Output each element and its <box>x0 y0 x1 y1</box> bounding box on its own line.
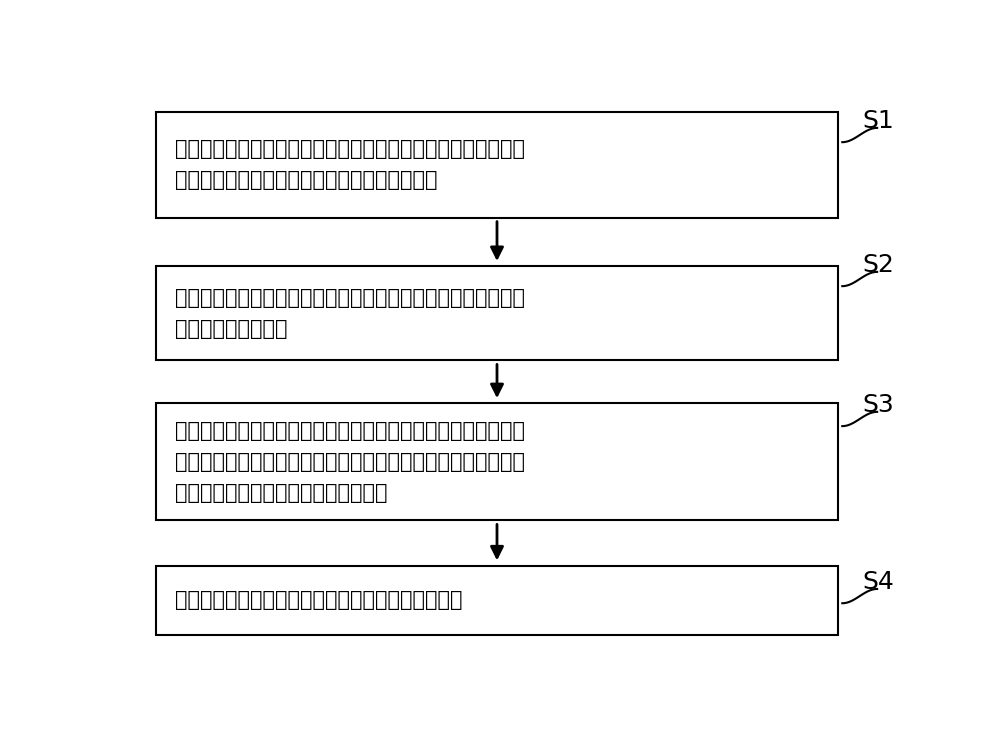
Text: S2: S2 <box>863 253 895 277</box>
Text: S1: S1 <box>863 109 895 133</box>
Text: 将所述检测电流传输至功率放大器，进而完成补偿。: 将所述检测电流传输至功率放大器，进而完成补偿。 <box>175 591 463 611</box>
FancyBboxPatch shape <box>156 266 838 361</box>
Text: 将功率放大器与所述控制电路连接，所述电压偏置电路提供的偏
置电压，产生静态电流，传输至所述整流电路；: 将功率放大器与所述控制电路连接，所述电压偏置电路提供的偏 置电压，产生静态电流，… <box>175 139 525 191</box>
FancyBboxPatch shape <box>156 566 838 634</box>
FancyBboxPatch shape <box>156 112 838 217</box>
Text: 利用所述抵消电路将所述叠加电流中的静态电流抵消，所述补偿
电路将所述叠加电流进行偏移补偿，所述控制电路对补偿后的所
述叠加电流进行放大，得到检测电流；: 利用所述抵消电路将所述叠加电流中的静态电流抵消，所述补偿 电路将所述叠加电流进行… <box>175 421 525 503</box>
Text: S3: S3 <box>863 393 895 417</box>
Text: 所述整流电路将射频信号转化为直流电流，并与所述静态电流叠
加，获得叠加电流；: 所述整流电路将射频信号转化为直流电流，并与所述静态电流叠 加，获得叠加电流； <box>175 288 525 339</box>
Text: S4: S4 <box>863 570 895 594</box>
FancyBboxPatch shape <box>156 404 838 520</box>
